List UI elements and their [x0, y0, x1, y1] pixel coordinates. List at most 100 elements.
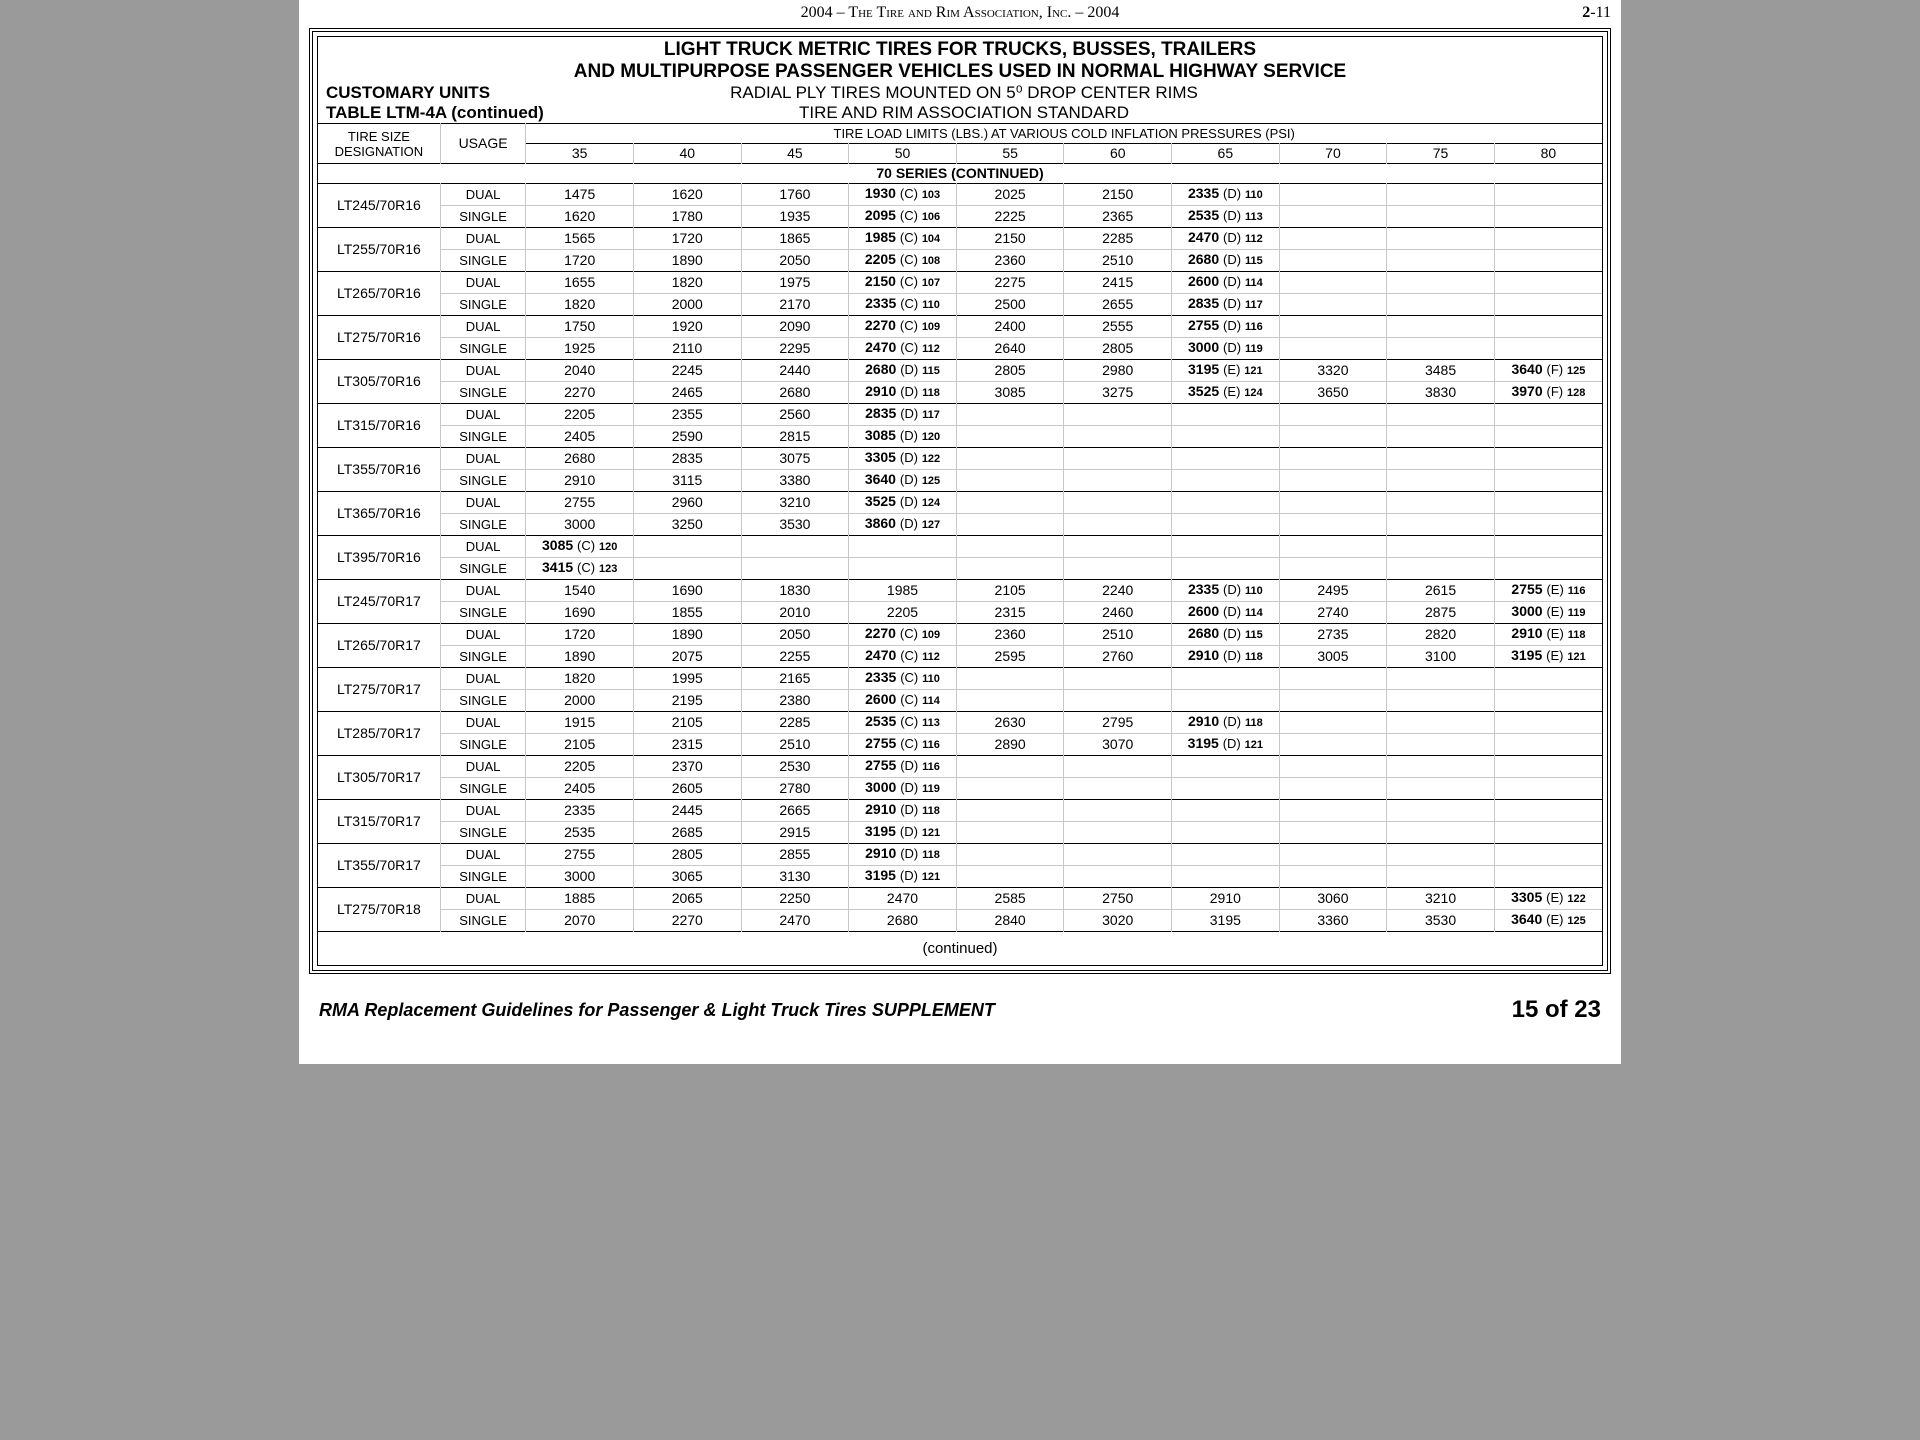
load-cell: 1985	[849, 580, 957, 602]
tire-size: LT365/70R16	[318, 492, 440, 536]
usage: SINGLE	[440, 470, 526, 492]
load-cell: 2285	[741, 712, 849, 734]
footer-title: RMA Replacement Guidelines for Passenger…	[319, 1000, 995, 1021]
load-cell	[1064, 536, 1172, 558]
load-cell: 1830	[741, 580, 849, 602]
load-cell: 2360	[956, 624, 1064, 646]
load-cell	[1172, 514, 1280, 536]
load-cell	[1387, 558, 1495, 580]
load-cell: 2090	[741, 316, 849, 338]
load-cell: 1820	[526, 294, 634, 316]
load-cell: 3305 (E) 122	[1494, 888, 1602, 910]
load-cell: 3640 (D) 125	[849, 470, 957, 492]
load-cell: 3320	[1279, 360, 1387, 382]
load-cell	[1064, 514, 1172, 536]
usage: DUAL	[440, 316, 526, 338]
load-cell	[1279, 250, 1387, 272]
load-limits-table: TIRE SIZEDESIGNATIONUSAGETIRE LOAD LIMIT…	[318, 123, 1602, 932]
load-cell	[1279, 800, 1387, 822]
load-cell: 2470 (C) 112	[849, 338, 957, 360]
load-cell: 3530	[1387, 910, 1495, 932]
load-cell: 3525 (D) 124	[849, 492, 957, 514]
load-cell: 2805	[633, 844, 741, 866]
usage: SINGLE	[440, 294, 526, 316]
load-cell: 1920	[633, 316, 741, 338]
th-psi: 35	[526, 144, 634, 164]
load-cell: 3195 (E) 121	[1172, 360, 1280, 382]
load-cell: 3000 (E) 119	[1494, 602, 1602, 624]
load-cell	[1064, 822, 1172, 844]
load-cell: 2110	[633, 338, 741, 360]
load-cell: 3085	[956, 382, 1064, 404]
usage: DUAL	[440, 536, 526, 558]
load-cell: 2530	[741, 756, 849, 778]
load-cell	[1172, 470, 1280, 492]
load-cell: 3195 (D) 121	[849, 822, 957, 844]
load-cell: 2605	[633, 778, 741, 800]
usage: SINGLE	[440, 734, 526, 756]
load-cell: 3970 (F) 128	[1494, 382, 1602, 404]
th-psi: 45	[741, 144, 849, 164]
load-cell	[1494, 734, 1602, 756]
usage: DUAL	[440, 756, 526, 778]
load-cell: 2500	[956, 294, 1064, 316]
load-cell: 2630	[956, 712, 1064, 734]
load-cell	[1064, 426, 1172, 448]
load-cell	[1279, 844, 1387, 866]
load-cell: 3195 (E) 121	[1494, 646, 1602, 668]
title-line-1: LIGHT TRUCK METRIC TIRES FOR TRUCKS, BUS…	[318, 39, 1602, 61]
load-cell	[1279, 734, 1387, 756]
usage: DUAL	[440, 404, 526, 426]
load-cell	[1387, 426, 1495, 448]
load-cell	[1279, 756, 1387, 778]
load-cell	[1279, 206, 1387, 228]
load-cell	[1172, 404, 1280, 426]
load-cell: 2910 (D) 118	[849, 800, 957, 822]
load-cell: 2440	[741, 360, 849, 382]
usage: SINGLE	[440, 602, 526, 624]
load-cell	[1494, 426, 1602, 448]
load-cell: 2405	[526, 778, 634, 800]
load-cell: 1820	[526, 668, 634, 690]
load-cell	[1064, 690, 1172, 712]
load-cell: 2555	[1064, 316, 1172, 338]
load-cell	[956, 492, 1064, 514]
header-center: 2004 – The Tire and Rim Association, Inc…	[369, 4, 1551, 22]
title-line-2: AND MULTIPURPOSE PASSENGER VEHICLES USED…	[318, 61, 1602, 83]
load-cell	[1494, 338, 1602, 360]
load-cell	[1279, 470, 1387, 492]
load-cell	[956, 558, 1064, 580]
load-cell: 1620	[633, 184, 741, 206]
load-cell: 1720	[526, 624, 634, 646]
load-cell: 1720	[526, 250, 634, 272]
load-cell: 2025	[956, 184, 1064, 206]
load-cell: 2225	[956, 206, 1064, 228]
load-cell	[633, 536, 741, 558]
load-cell	[1064, 756, 1172, 778]
load-cell: 1925	[526, 338, 634, 360]
load-cell: 2010	[741, 602, 849, 624]
load-cell	[1494, 866, 1602, 888]
load-cell: 2335	[526, 800, 634, 822]
load-cell: 2000	[633, 294, 741, 316]
load-cell: 2205	[526, 404, 634, 426]
load-cell	[1387, 756, 1495, 778]
usage: SINGLE	[440, 250, 526, 272]
load-cell	[1279, 668, 1387, 690]
load-cell: 3360	[1279, 910, 1387, 932]
load-cell: 3650	[1279, 382, 1387, 404]
load-cell: 2245	[633, 360, 741, 382]
load-cell	[1387, 316, 1495, 338]
load-cell: 1760	[741, 184, 849, 206]
page: 2004 – The Tire and Rim Association, Inc…	[299, 0, 1621, 1064]
load-cell: 3000	[526, 514, 634, 536]
load-cell	[1172, 492, 1280, 514]
load-cell: 2855	[741, 844, 849, 866]
load-cell: 2665	[741, 800, 849, 822]
load-cell: 2835 (D) 117	[849, 404, 957, 426]
load-cell	[956, 800, 1064, 822]
load-cell: 1690	[633, 580, 741, 602]
load-cell	[956, 536, 1064, 558]
load-cell: 2195	[633, 690, 741, 712]
load-cell	[1279, 778, 1387, 800]
